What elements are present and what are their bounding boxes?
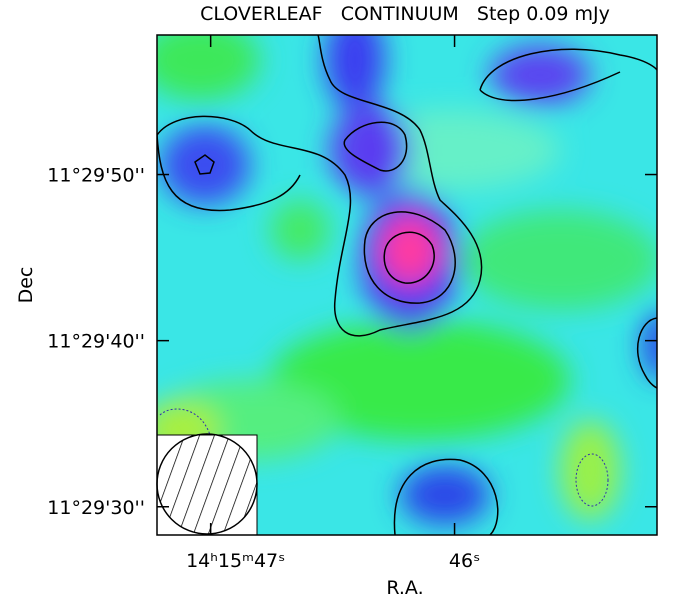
beam [156, 433, 258, 536]
x-axis-label: R.A. [386, 577, 423, 599]
plot-frame [156, 34, 658, 536]
y-tick-label: 11°29'30'' [47, 497, 145, 519]
y-tick-label: 11°29'50'' [47, 165, 145, 187]
x-tick-label: 46ˢ [449, 550, 480, 572]
x-tick-label: 14ʰ15ᵐ47ˢ [186, 550, 285, 572]
chart-title: CLOVERLEAF CONTINUUM Step 0.09 mJy [200, 3, 610, 25]
y-axis-label: Dec [15, 267, 37, 304]
contours [157, 35, 657, 535]
y-tick-label: 11°29'40'' [47, 331, 145, 353]
